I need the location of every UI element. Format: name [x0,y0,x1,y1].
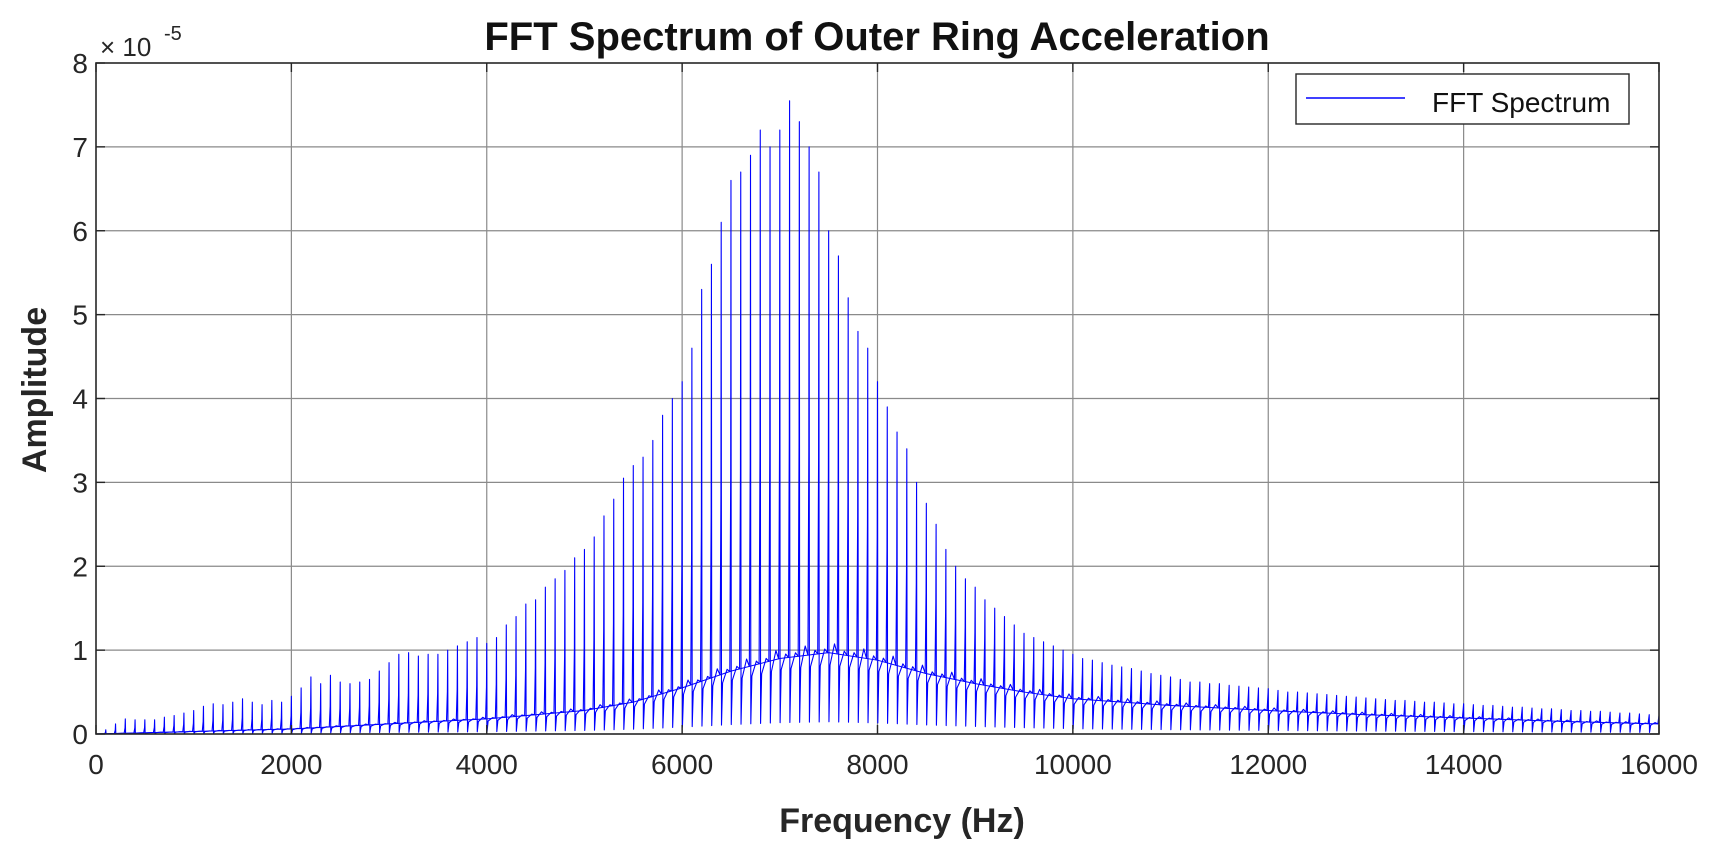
chart-title: FFT Spectrum of Outer Ring Acceleration [484,15,1269,59]
x-tick-label: 6000 [651,749,713,780]
x-tick-label: 10000 [1034,749,1112,780]
x-tick-label: 8000 [846,749,908,780]
y-tick-label: 1 [72,635,88,666]
x-tick-label: 2000 [260,749,322,780]
y-tick-label: 7 [72,132,88,163]
x-tick-label: 16000 [1620,749,1698,780]
y-tick-label: 0 [72,719,88,750]
legend-entry-fft-spectrum: FFT Spectrum [1432,87,1610,118]
series-baseline-envelope [96,652,1659,734]
x-tick-label: 0 [88,749,104,780]
x-axis-label: Frequency (Hz) [779,802,1025,840]
tick-layer: 0 2000 4000 6000 8000 10000 12000 14000 16000 0 1 2… [72,48,1698,780]
legend: FFT Spectrum [1295,73,1630,125]
y-tick-label: 5 [72,300,88,331]
y-axis-label: Amplitude [16,307,54,473]
legend-box [1295,73,1630,125]
x-tick-label: 14000 [1425,749,1503,780]
series-layer [96,100,1659,734]
y-exponent-base: × 10 [100,32,151,62]
y-exponent-power: -5 [164,23,182,45]
x-tick-label: 4000 [456,749,518,780]
y-exponent: × 10 -5 [100,23,182,62]
y-tick-label: 3 [72,467,88,498]
x-tick-label: 12000 [1229,749,1307,780]
grid-layer [96,63,1659,734]
y-tick-label: 4 [72,384,88,415]
y-tick-label: 2 [72,551,88,582]
y-tick-label: 8 [72,48,88,79]
y-tick-label: 6 [72,216,88,247]
